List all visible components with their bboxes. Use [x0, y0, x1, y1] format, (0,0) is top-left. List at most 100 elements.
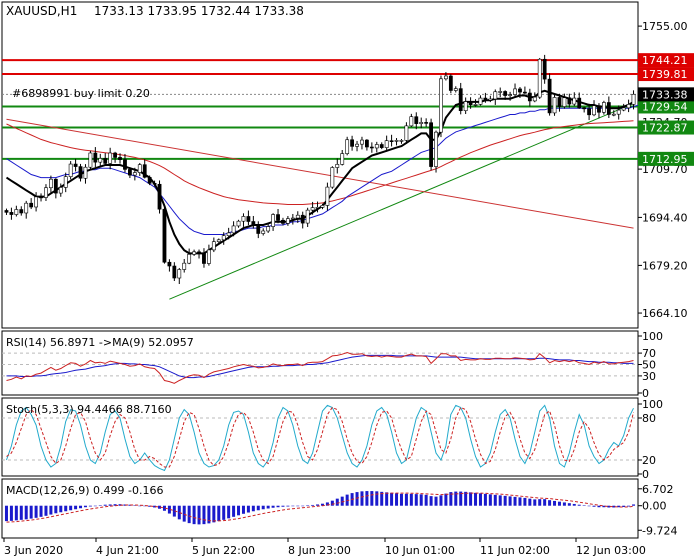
candle-bull — [621, 107, 626, 111]
candle-bear — [350, 139, 354, 147]
candle-bear — [256, 224, 261, 234]
macd-axis-tick-label: -9.724 — [642, 524, 677, 537]
macd-bar — [553, 500, 557, 506]
macd-bar — [444, 493, 448, 506]
candle-bull — [305, 209, 310, 224]
candle-bull — [290, 217, 295, 220]
candle-bull — [592, 105, 596, 116]
candle-bull — [345, 139, 350, 154]
macd-bar — [246, 505, 250, 513]
macd-bar — [454, 491, 458, 506]
macd-bar — [320, 503, 324, 506]
macd-bar — [503, 495, 507, 506]
current-price-tag — [638, 87, 694, 102]
candle-bear — [389, 140, 394, 142]
macd-bar — [54, 505, 58, 514]
candle-bull — [508, 94, 512, 96]
candle-bull — [108, 152, 113, 164]
macd-axis: 6.702 0.00 -9.724 — [638, 483, 677, 537]
macd-title: MACD(12,26,9) 0.499 -0.166 — [6, 484, 164, 497]
macd-bar — [232, 505, 236, 517]
candle-bull — [453, 88, 458, 91]
price-axis-tick-label: 1694.40 — [642, 211, 688, 224]
price-axis-tick-label: 1679.20 — [642, 259, 688, 272]
macd-bar — [9, 505, 13, 521]
macd-bar — [360, 491, 364, 506]
macd-bar — [434, 496, 438, 506]
macd-bar — [241, 505, 245, 514]
candle-bear — [113, 152, 117, 158]
candle-bull — [137, 164, 142, 173]
stoch-axis-tick-label: 80 — [642, 412, 656, 425]
candle-bear — [246, 216, 251, 222]
macd-bar — [59, 505, 63, 513]
macd-bar — [113, 504, 117, 506]
candle-bull — [241, 216, 246, 222]
macd-bar — [597, 505, 601, 508]
macd-bar — [409, 493, 413, 506]
price-pane[interactable]: 1755.001739.811733.381729.541724.701722.… — [1, 1, 694, 329]
candle-bear — [587, 108, 591, 116]
candle-bull — [330, 167, 335, 188]
candle-bear — [281, 219, 285, 224]
candle-bull — [419, 122, 424, 124]
candle-bear — [582, 107, 587, 110]
candle-bull — [537, 58, 542, 98]
candle-bull — [310, 207, 315, 211]
macd-bar — [385, 492, 389, 506]
rsi-title: RSI(14) 56.8971 ->MA(9) 52.0957 — [6, 336, 194, 349]
macd-bar — [483, 493, 487, 506]
resistance-level-tag — [638, 53, 694, 68]
rsi-line — [6, 351, 634, 384]
candle-bull — [532, 96, 537, 102]
macd-bar — [498, 495, 502, 506]
candle-bull — [552, 97, 557, 114]
support-level-tag — [638, 151, 694, 166]
candle-bull — [24, 202, 29, 214]
candle-bull — [295, 214, 300, 219]
candle-bull — [226, 232, 231, 237]
candle-bear — [147, 177, 152, 184]
macd-bar — [49, 505, 53, 515]
candle-bear — [448, 75, 453, 91]
price-axis-tick-label: 1755.00 — [642, 20, 688, 33]
candle-bull — [463, 101, 468, 112]
macd-bar — [587, 505, 591, 507]
candle-bull — [602, 102, 606, 113]
macd-bar — [562, 502, 566, 506]
candle-bear — [128, 169, 132, 176]
macd-bar — [612, 505, 616, 508]
macd-bar — [69, 505, 73, 511]
price-axis-tick-label: 1709.70 — [642, 163, 688, 176]
macd-bar — [459, 491, 463, 506]
candle-bear — [103, 158, 108, 164]
candle-bull — [434, 131, 438, 167]
macd-bar — [474, 492, 478, 506]
macd-bar — [207, 505, 211, 524]
candle-bear — [172, 265, 177, 279]
macd-bar — [316, 504, 320, 506]
stoch-main-line — [6, 404, 634, 472]
candle-bear — [424, 122, 429, 124]
macd-bar — [98, 505, 102, 506]
candle-bear — [19, 209, 24, 214]
macd-bar — [622, 505, 626, 507]
candle-bear — [300, 214, 305, 224]
support-level-label: 1729.54 — [642, 100, 688, 113]
macd-bar — [123, 504, 127, 506]
macd-pane[interactable]: 6.702 0.00 -9.724 MACD(12,26,9) 0.499 -0.1… — [1, 478, 677, 539]
macd-bar — [577, 504, 581, 506]
macd-bar — [24, 505, 28, 520]
ma-mid-line — [6, 102, 644, 235]
candle-bear — [547, 78, 552, 114]
macd-bar — [202, 505, 206, 525]
candle-bear — [197, 251, 201, 254]
candle-bear — [527, 92, 532, 102]
macd-bar — [237, 505, 241, 516]
stoch-pane-frame — [1, 397, 639, 477]
macd-bar — [39, 505, 43, 517]
macd-bar — [296, 505, 300, 507]
